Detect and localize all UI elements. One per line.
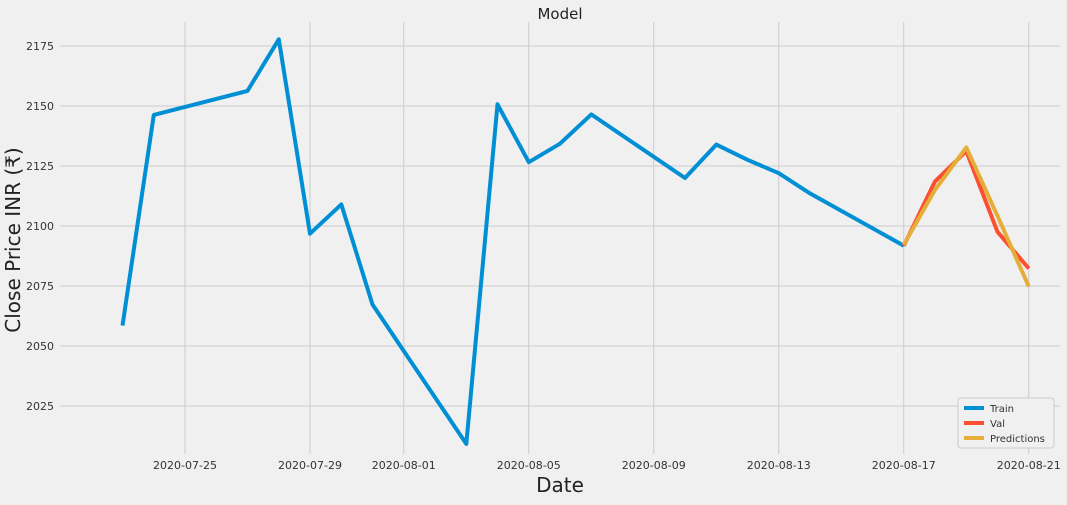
y-tick-label: 2150 <box>26 100 54 113</box>
x-tick-label: 2020-08-21 <box>997 459 1061 472</box>
series-line-predictions <box>902 145 1031 288</box>
plot-background <box>60 22 1060 454</box>
x-tick-label: 2020-07-29 <box>278 459 342 472</box>
x-tick-label: 2020-08-13 <box>747 459 811 472</box>
y-tick-label: 2025 <box>26 400 54 413</box>
x-tick-label: 2020-08-05 <box>497 459 561 472</box>
legend-box <box>957 397 1055 449</box>
y-tick-label: 2100 <box>26 220 54 233</box>
y-axis-label: Close Price INR (₹) <box>1 147 25 332</box>
y-tick-labels: 2025 2050 2075 2100 2125 2150 2175 <box>26 40 54 413</box>
chart-title: Model <box>537 5 582 23</box>
x-axis-label: Date <box>536 473 584 497</box>
x-tick-label: 2020-08-01 <box>372 459 436 472</box>
x-tick-label: 2020-07-25 <box>153 459 217 472</box>
x-tick-label: 2020-08-09 <box>622 459 686 472</box>
series-line-train <box>120 37 905 446</box>
x-tick-label: 2020-08-17 <box>872 459 936 472</box>
y-tick-label: 2075 <box>26 280 54 293</box>
legend-label: Train <box>989 404 1014 415</box>
grid-lines <box>60 22 1060 454</box>
legend-label: Predictions <box>990 434 1045 445</box>
legend-label: Val <box>990 419 1005 430</box>
legend: Train Val Predictions <box>957 397 1055 449</box>
y-tick-label: 2050 <box>26 340 54 353</box>
series-lines <box>120 37 1031 446</box>
y-tick-label: 2125 <box>26 160 54 173</box>
x-tick-labels: 2020-07-25 2020-07-29 2020-08-01 2020-08-05… <box>153 459 1061 472</box>
y-tick-label: 2175 <box>26 40 54 53</box>
